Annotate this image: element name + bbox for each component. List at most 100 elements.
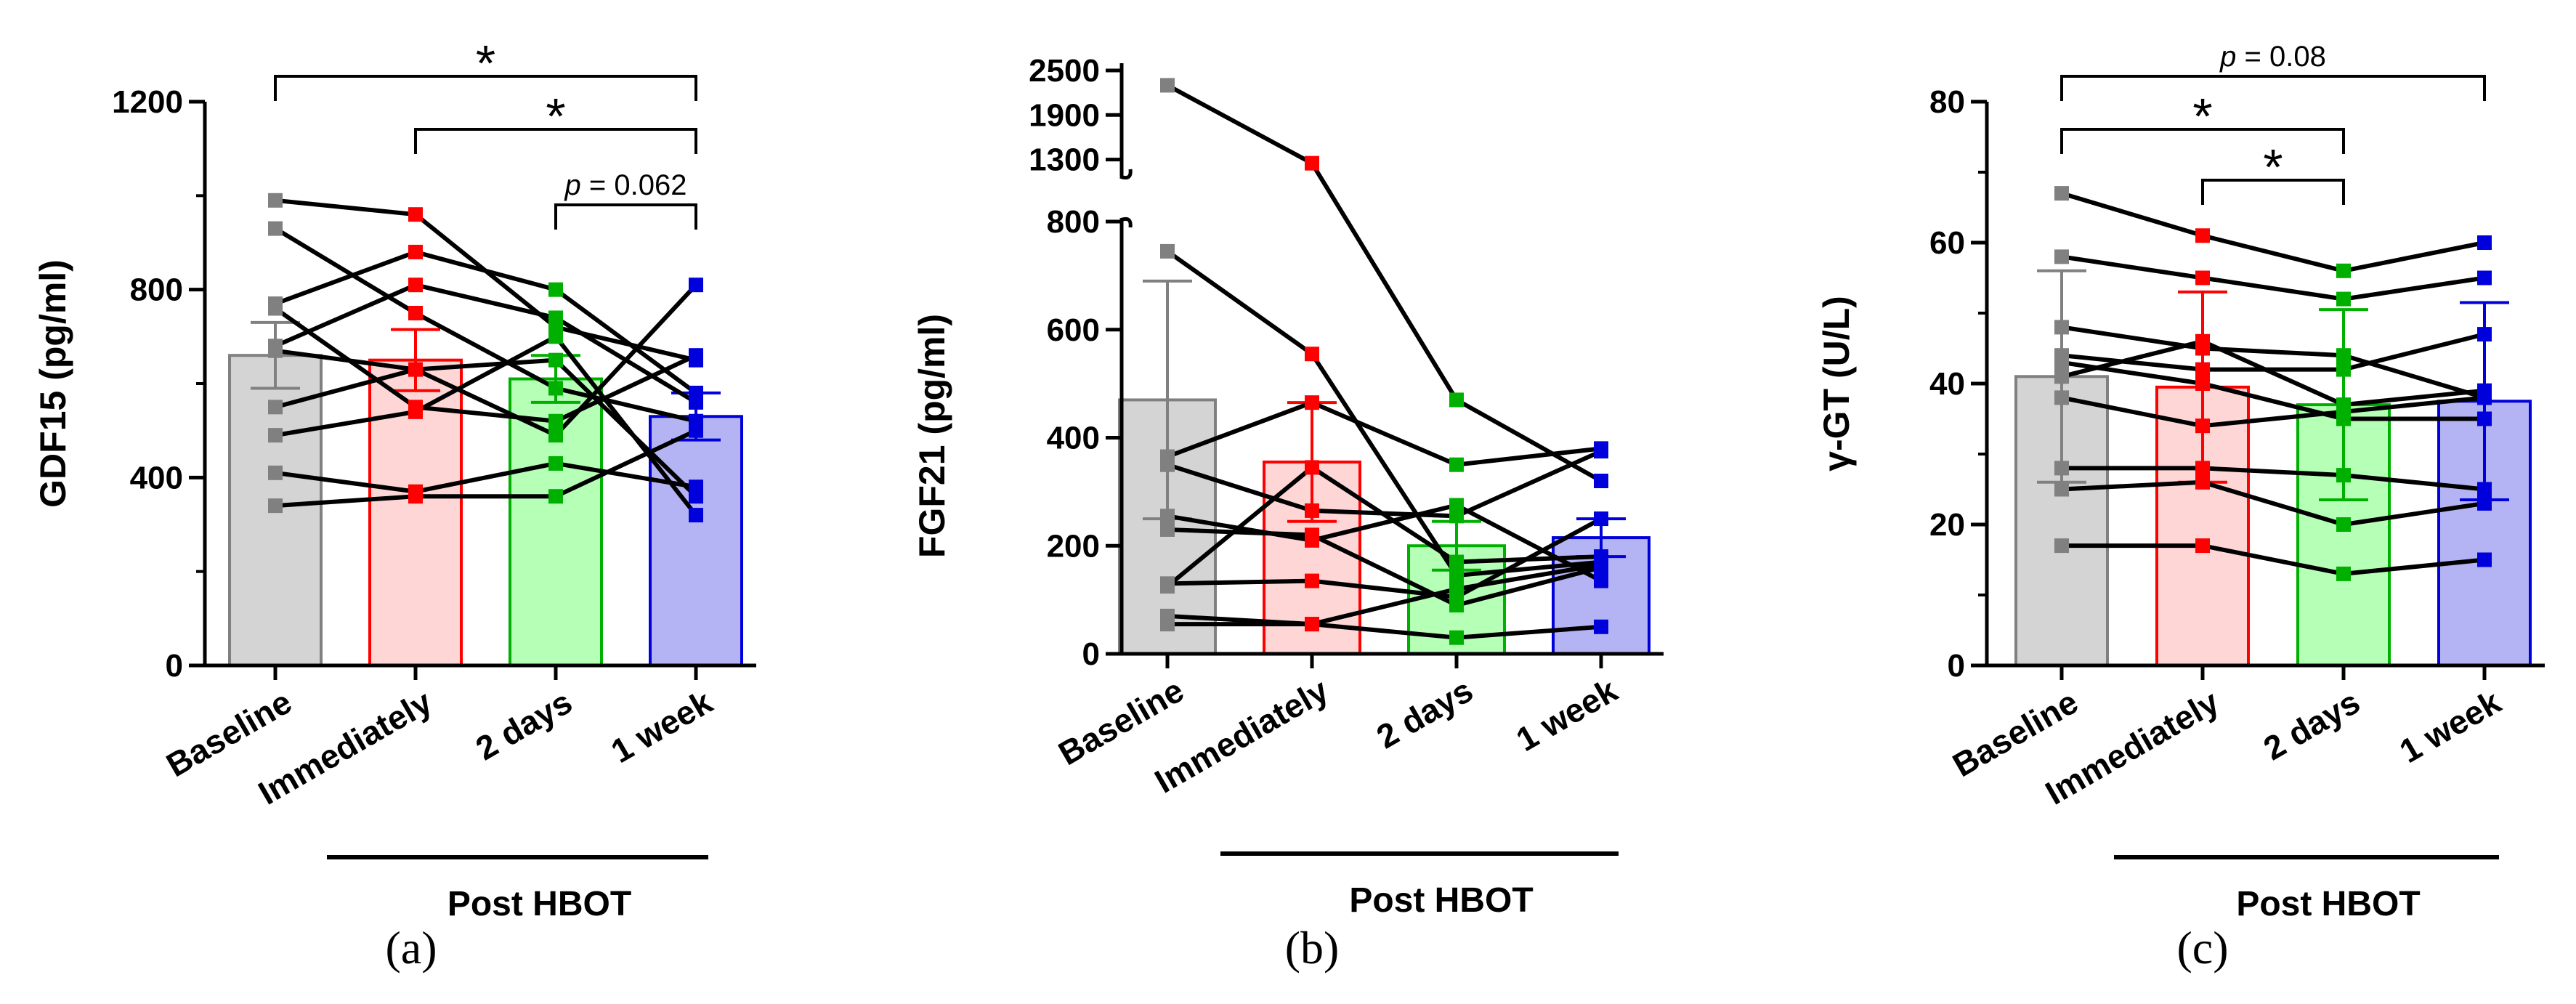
y-tick-label: 200 <box>1047 528 1100 564</box>
data-point-2-days <box>548 428 563 443</box>
data-point-1-week <box>689 423 703 438</box>
significance-bracket: * <box>274 35 697 101</box>
subject-line-3 <box>1166 400 1602 467</box>
bar-1-week <box>649 415 743 667</box>
significance-bracket: p = 0.08 <box>2060 41 2486 101</box>
y-tick-label: 0 <box>1948 648 1965 684</box>
subject-line-8 <box>2062 466 2485 492</box>
panel-label: (c) <box>2176 922 2228 973</box>
p-value-label: p = 0.08 <box>2219 41 2326 73</box>
data-point-immediately <box>408 404 423 419</box>
data-point-immediately <box>408 489 423 504</box>
y-tick-label: 0 <box>166 648 183 684</box>
data-point-immediately <box>2195 461 2210 476</box>
subject-line-3 <box>274 249 697 395</box>
data-point-2-days <box>1449 392 1464 408</box>
y-tick-label: 400 <box>1047 421 1100 456</box>
y-tick-label: 60 <box>1929 225 1965 261</box>
y-tick-label: 600 <box>1047 312 1100 348</box>
subject-line-9 <box>275 461 697 494</box>
data-point-1-week <box>689 348 703 363</box>
bracket-line <box>2060 75 2486 101</box>
panel-b: 0200400600800130019002500BaselineImmedia… <box>912 53 1664 973</box>
data-point-baseline <box>268 301 283 316</box>
data-point-1-week <box>1594 511 1608 527</box>
panel-label: (a) <box>385 922 437 973</box>
subject-line-2 <box>274 227 697 424</box>
data-point-baseline <box>2054 461 2069 476</box>
data-point-1-week <box>1594 474 1608 488</box>
data-point-baseline <box>2054 538 2069 554</box>
data-point-1-week <box>2477 552 2492 567</box>
data-point-immediately <box>408 278 423 293</box>
data-point-1-week <box>1594 573 1608 588</box>
bracket-line <box>274 75 697 101</box>
y-tick-label: 40 <box>1929 366 1965 402</box>
data-point-immediately <box>2195 538 2210 554</box>
subject-line-8 <box>1166 465 1602 588</box>
y-axis: 0 20 40 60 80 <box>1929 84 1989 684</box>
data-point-baseline <box>1160 78 1175 93</box>
y-tick-label: 80 <box>1929 84 1965 120</box>
y-axis-title: FGF21 (pg/ml) <box>912 314 952 558</box>
data-point-immediately <box>1305 527 1319 543</box>
data-point-2-days <box>548 489 563 504</box>
x-tick-label-1-week: 1 week <box>2393 682 2507 770</box>
data-point-1-week <box>2477 390 2492 405</box>
y-tick-label: 400 <box>130 460 183 495</box>
data-point-baseline <box>2054 249 2069 264</box>
subject-line-6 <box>275 283 698 438</box>
data-point-baseline <box>2054 355 2069 370</box>
bracket-line <box>414 128 697 154</box>
data-point-immediately <box>1305 395 1319 410</box>
y-axis-title: γ-GT (U/L) <box>1816 296 1857 471</box>
significance-bracket: * <box>2201 139 2345 205</box>
y-tick-label: 800 <box>130 272 183 308</box>
data-point-baseline <box>2054 320 2069 335</box>
data-point-2-days <box>2336 404 2351 419</box>
data-point-baseline <box>268 498 283 514</box>
data-point-2-days <box>2336 362 2351 377</box>
data-point-1-week <box>1594 444 1608 459</box>
data-point-2-days <box>548 352 563 368</box>
significance-star: * <box>476 35 495 92</box>
data-point-2-days <box>2336 291 2351 307</box>
subject-line-10 <box>275 428 697 509</box>
data-point-immediately <box>1305 573 1319 588</box>
data-point-immediately <box>2195 474 2210 490</box>
y-tick-label: 1900 <box>1029 97 1100 133</box>
subject-line-9 <box>2061 479 2485 527</box>
data-point-immediately <box>2195 362 2210 377</box>
data-point-2-days <box>1449 568 1464 583</box>
y-axis: 0 400 800 1200 <box>112 84 207 684</box>
data-point-baseline <box>1160 579 1175 594</box>
data-point-baseline <box>268 193 283 208</box>
data-point-2-days <box>2336 517 2351 532</box>
y-axis: 0 200 400 600 800 1300 1900 2500 <box>1029 53 1133 672</box>
data-point-immediately <box>408 306 423 320</box>
p-value-label: p = 0.062 <box>564 169 687 201</box>
y-tick-label: 20 <box>1929 507 1965 543</box>
data-point-1-week <box>689 394 703 410</box>
data-point-1-week <box>2477 270 2492 286</box>
post-hbot-label: Post HBOT <box>2236 885 2420 923</box>
data-point-baseline <box>1160 509 1175 524</box>
data-point-1-week <box>689 278 703 293</box>
data-point-1-week <box>2477 235 2492 250</box>
data-point-2-days <box>2336 566 2351 581</box>
data-point-immediately <box>408 362 423 377</box>
subject-line-9 <box>1167 613 1602 640</box>
y-tick-label: 2500 <box>1029 53 1100 89</box>
y-tick-label: 0 <box>1082 636 1100 672</box>
significance-bracket: * <box>414 88 697 154</box>
significance-bracket: * <box>2060 88 2345 154</box>
subject-line-10 <box>1167 562 1602 627</box>
data-point-2-days <box>548 413 563 429</box>
subject-line-7 <box>2061 395 2485 429</box>
data-point-baseline <box>268 465 283 480</box>
data-point-immediately <box>1305 347 1319 362</box>
x-tick-label-1-week: 1 week <box>1510 671 1624 758</box>
subject-line-2 <box>1166 249 1602 578</box>
